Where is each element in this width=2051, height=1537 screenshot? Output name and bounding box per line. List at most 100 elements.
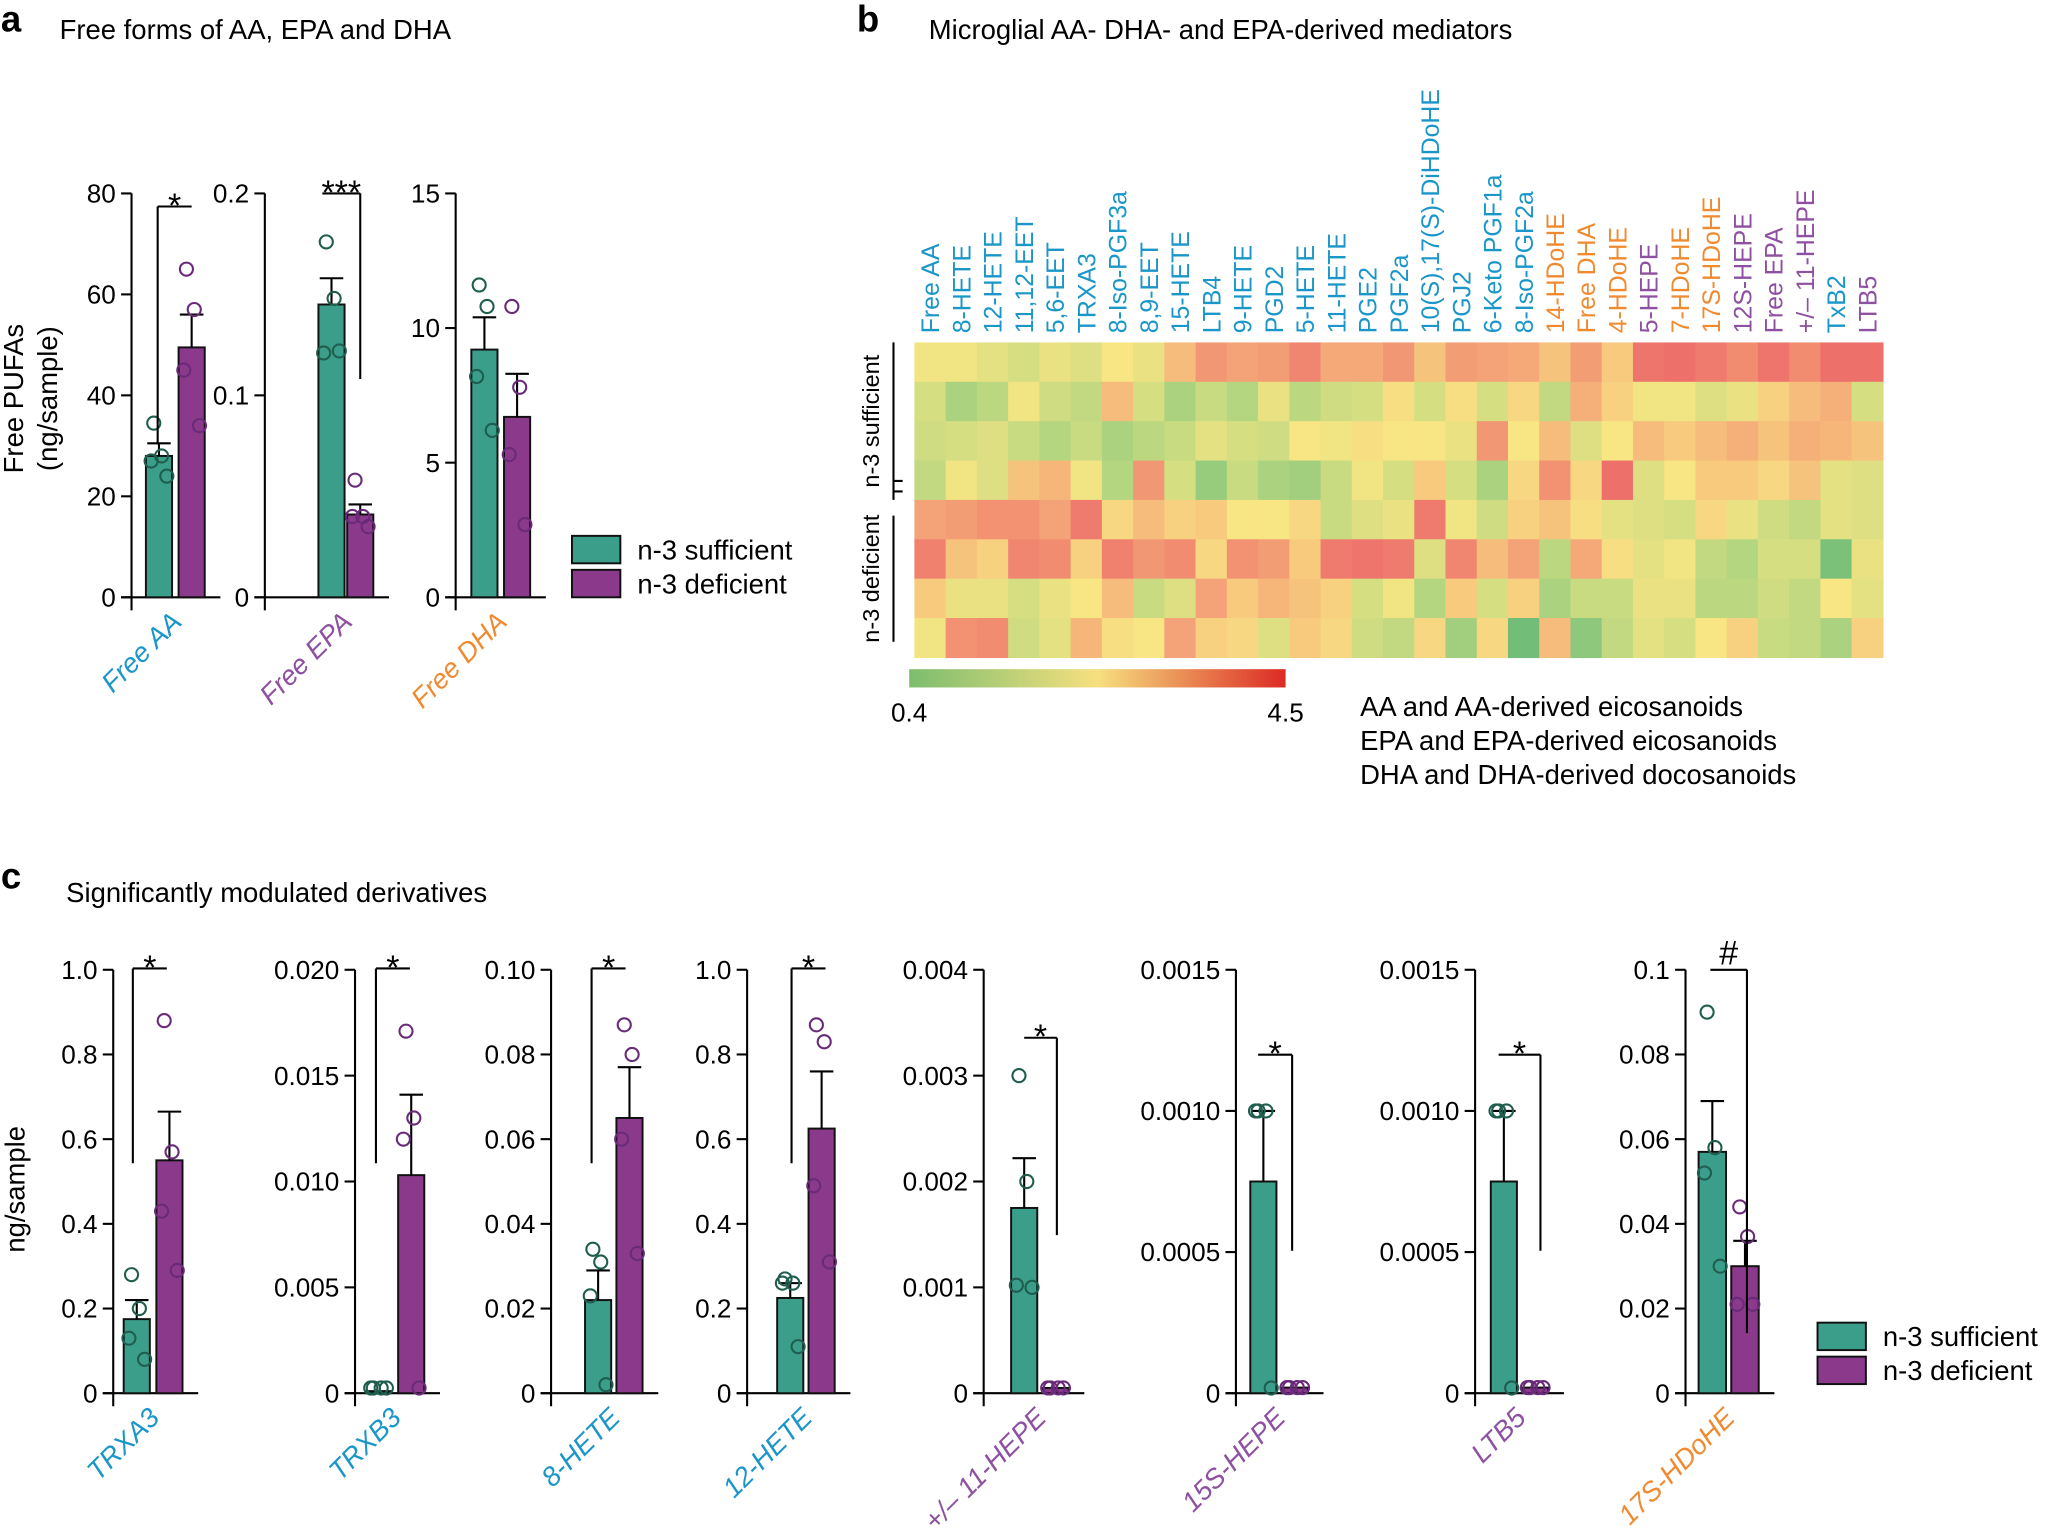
data-point-deficient [501, 447, 517, 463]
significance-bracket [1024, 1036, 1058, 1236]
heatmap-cell [1851, 539, 1884, 580]
colorbar-max-label: 4.5 [1267, 697, 1303, 727]
heatmap-cell [1414, 578, 1447, 619]
data-point-sufficient [1498, 1103, 1515, 1119]
heatmap-cell [1289, 539, 1322, 580]
subplot-trxa3: 0 0.2 0.4 0.6 0.8 1.0 * TRXA3 [61, 949, 199, 1486]
heatmap-column-label: 6-Keto PGF1a [1481, 174, 1508, 333]
heatmap-cell [1351, 499, 1384, 540]
data-point-deficient [517, 517, 533, 533]
heatmap-cell [1601, 342, 1634, 383]
heatmap-cell [1226, 421, 1259, 462]
significance-bracket [322, 192, 362, 380]
data-point-sufficient [1263, 1380, 1279, 1396]
heatmap-cell [1195, 342, 1228, 383]
data-point-sufficient [331, 343, 347, 359]
heatmap-cell [1507, 539, 1540, 580]
heatmap-cell [1601, 578, 1634, 619]
heatmap-cell [1570, 578, 1603, 619]
heatmap-cell [1320, 381, 1353, 422]
heatmap-cell [945, 499, 978, 540]
x-category-label: 15S-HEPE [1175, 1401, 1291, 1517]
heatmap-cell [1570, 618, 1603, 659]
heatmap-cell [1133, 381, 1165, 422]
heatmap-cell [1226, 499, 1259, 540]
data-point-sufficient [1696, 1165, 1713, 1181]
x-category-label: Free DHA [405, 606, 513, 714]
y-tick-label: 0.2 [213, 179, 249, 209]
x-category-label: Free EPA [253, 606, 358, 711]
heatmap-cell [1289, 421, 1322, 462]
significance-bracket [1498, 1053, 1542, 1251]
significance-marker: * [1269, 1035, 1282, 1073]
heatmap-cell [1008, 342, 1041, 383]
data-point-deficient [1729, 1296, 1745, 1312]
significance-marker: * [386, 949, 399, 987]
heatmap-cell [1039, 342, 1072, 383]
heatmap-cell [1539, 499, 1572, 540]
y-tick-label: 0.4 [695, 1209, 731, 1239]
heatmap-cell [1445, 342, 1478, 383]
heatmap-cell [945, 381, 978, 422]
panel-c-ylabel: ng/sample [0, 1126, 30, 1253]
heatmap-cell [1726, 539, 1759, 580]
heatmap-column-label: TRXA3 [1074, 253, 1101, 333]
heatmap-column-label: 5-HETE [1293, 245, 1320, 333]
heatmap-cell [1195, 381, 1228, 422]
data-point-deficient [176, 362, 192, 378]
heatmap-cell [1632, 578, 1665, 619]
data-point-deficient [1040, 1380, 1056, 1396]
legend-swatch-sufficient [571, 534, 622, 565]
x-category-label: 8-HETE [535, 1401, 626, 1492]
heatmap-cell [1101, 381, 1134, 422]
heatmap-cell [1695, 342, 1728, 383]
heatmap-cell [1070, 460, 1103, 501]
heatmap-cell [1008, 460, 1041, 501]
y-tick-label: 0.0010 [1380, 1096, 1460, 1126]
heatmap-cell [1507, 618, 1540, 659]
heatmap-cell [1008, 381, 1041, 422]
data-point-sufficient [143, 453, 159, 469]
heatmap-cell [1351, 381, 1384, 422]
heatmap-cell [1383, 421, 1415, 462]
heatmap-cell [1164, 342, 1197, 383]
heatmap-column-label: 8-Iso-PGF2a [1512, 191, 1539, 333]
heatmap-column-label: 8-Iso-PGF3a [1106, 191, 1133, 333]
data-point-sufficient [373, 1380, 389, 1396]
heatmap-cell [1789, 381, 1822, 422]
x-category-label: TRXA3 [81, 1401, 166, 1486]
data-point-sufficient [1008, 1277, 1024, 1293]
data-point-deficient [156, 1013, 172, 1029]
panel-letter-b: b [857, 0, 879, 39]
heatmap-cell [1695, 460, 1728, 501]
heatmap-cell [1258, 539, 1290, 580]
heatmap-cell [1414, 381, 1447, 422]
data-point-sufficient [1707, 1140, 1723, 1156]
data-point-sufficient [1019, 1173, 1035, 1190]
data-point-deficient [191, 418, 208, 434]
y-tick-label: 0.02 [485, 1294, 536, 1324]
y-tick-label: 0.004 [903, 955, 968, 985]
heatmap-cell [1789, 421, 1822, 462]
heatmap-cell [1351, 460, 1384, 501]
heatmap-cell [1601, 460, 1634, 501]
heatmap-cell [1851, 421, 1884, 462]
heatmap-cell [1726, 342, 1759, 383]
group-legend-aa: AA and AA-derived eicosanoids [1360, 691, 1743, 722]
legend-label-sufficient: n-3 sufficient [1883, 1321, 2038, 1352]
significance-bracket [590, 967, 626, 1164]
y-tick-label: 0.1 [213, 381, 249, 411]
data-point-sufficient [1258, 1103, 1274, 1119]
heatmap-cell [1570, 499, 1603, 540]
heatmap-cell [1851, 381, 1884, 422]
heatmap-cell [914, 421, 947, 462]
data-point-deficient [808, 1017, 824, 1033]
subplot-free-dha: 0 5 10 15 Free DHA [405, 179, 546, 714]
heatmap-cell [1570, 381, 1603, 422]
heatmap-cell [1320, 539, 1353, 580]
y-tick-label: 0.02 [1619, 1294, 1670, 1324]
heatmap-cell [1383, 539, 1415, 580]
data-point-sufficient [1024, 1279, 1040, 1295]
heatmap-cell [1351, 342, 1384, 383]
y-tick-label: 0 [717, 1378, 732, 1408]
